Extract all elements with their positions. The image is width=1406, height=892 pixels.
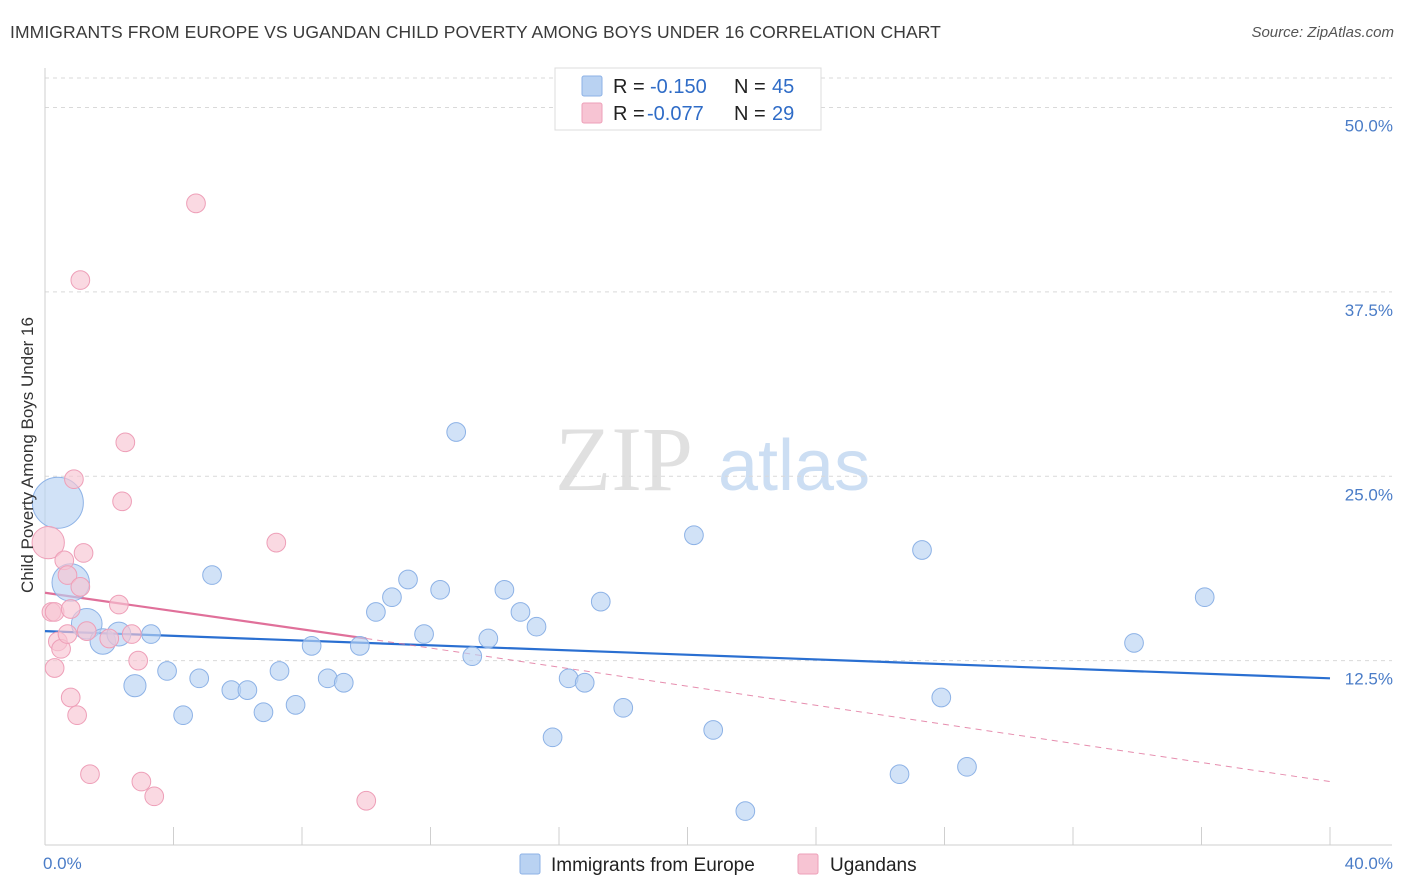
y-tick-label: 12.5% [1345,670,1393,689]
x-tick-label: 0.0% [43,854,82,873]
europe-point [931,687,952,708]
europe-point [494,579,515,600]
europe-point [202,565,222,585]
ugandan-point [115,432,136,453]
europe-point [285,695,306,715]
stats-n-label-pink: N = [734,103,766,125]
ugandan-point [144,786,165,807]
ugandan-trend-line [44,591,367,640]
ugandan-point [60,599,81,619]
y-tick-label: 25.0% [1345,485,1393,504]
europe-point [889,764,910,785]
stats-legend-swatch-blue [581,75,603,97]
europe-point [382,587,402,608]
ugandan-point [186,193,206,214]
europe-point [173,705,193,726]
europe-point [574,672,595,693]
europe-point [31,476,84,529]
ugandan-point [31,525,65,560]
europe-point [703,720,724,740]
source-credit: Source: ZipAtlas.com [1251,24,1394,41]
ugandan-point [266,532,287,553]
ugandan-point [73,543,94,563]
ugandan-point [57,565,78,585]
ugandan-point [99,628,120,649]
europe-trend-line [44,630,1331,680]
ugandan-point [60,687,81,708]
europe-point [478,628,499,649]
y-tick-label: 37.5% [1345,301,1393,320]
europe-point [462,646,483,667]
europe-point [430,579,450,600]
gridlines [45,77,1392,662]
europe-point [269,661,290,681]
europe-point [123,674,147,698]
europe-point [446,422,467,442]
legend-label-ugandans: Ugandans [830,855,917,876]
ugandan-point [80,764,100,785]
europe-point [189,668,210,689]
ugandan-point [128,650,149,671]
stats-n-value-pink: 29 [772,103,794,125]
ugandan-point [121,624,142,644]
data-points [31,193,1215,821]
europe-point [237,680,258,700]
europe-point [349,636,370,656]
europe-point [414,624,434,644]
stats-r-value-blue: -0.150 [650,76,707,98]
europe-point [141,624,161,644]
stats-r-value-pink: -0.077 [647,103,704,125]
europe-point [912,540,932,560]
stats-n-value-blue: 45 [772,76,794,98]
legend-swatch-ugandans [797,853,819,875]
ugandan-point [76,621,97,641]
ugandan-point [131,771,152,792]
ugandan-point [57,624,78,644]
europe-point [157,661,177,681]
europe-point [590,591,611,612]
europe-point [526,616,547,637]
legend-swatch-immigrants-from-europe [519,853,541,875]
ugandan-point [44,658,65,678]
y-axis-label: Child Poverty Among Boys Under 16 [18,317,37,593]
ugandan-point [64,469,84,490]
europe-point [510,602,531,622]
stats-legend: R = -0.150 N = 45 R = -0.077 N = 29 [554,67,822,131]
ugandan-point [44,602,65,622]
ugandan-point [67,705,87,726]
legend-label-immigrants-from-europe: Immigrants from Europe [551,855,755,876]
stats-legend-swatch-pink [581,102,603,124]
trend-lines [44,591,1331,783]
ugandan-point [112,491,132,512]
europe-point [253,702,274,723]
tick-labels: 12.5% 25.0% 37.5% 50.0% 0.0% 40.0% [43,117,1393,874]
x-tick-label: 40.0% [1345,854,1393,873]
europe-point [398,569,418,590]
ugandan-point [70,270,91,290]
europe-point [957,756,977,777]
stats-r-label-blue: R = [613,76,645,98]
watermark-zip: ZIP [555,408,693,510]
europe-point [735,801,756,821]
europe-point [542,727,563,748]
europe-point [613,697,634,718]
ugandan-point [356,790,377,811]
ugandan-trend-extension [366,638,1331,783]
stats-r-label-pink: R = [613,103,645,125]
y-tick-label: 50.0% [1345,117,1393,136]
ugandan-point [109,594,129,615]
europe-point [333,672,354,693]
europe-point [301,636,322,656]
watermark-atlas: atlas [718,426,870,506]
europe-point [684,525,704,546]
axes [44,68,1392,846]
ugandan-point [70,577,91,597]
stats-n-label-blue: N = [734,76,766,98]
europe-point [1194,587,1215,608]
europe-point [366,602,386,622]
europe-point [1124,633,1144,653]
chart-title: IMMIGRANTS FROM EUROPE VS UGANDAN CHILD … [10,22,941,42]
series-legend: Immigrants from Europe Ugandans [519,853,917,876]
